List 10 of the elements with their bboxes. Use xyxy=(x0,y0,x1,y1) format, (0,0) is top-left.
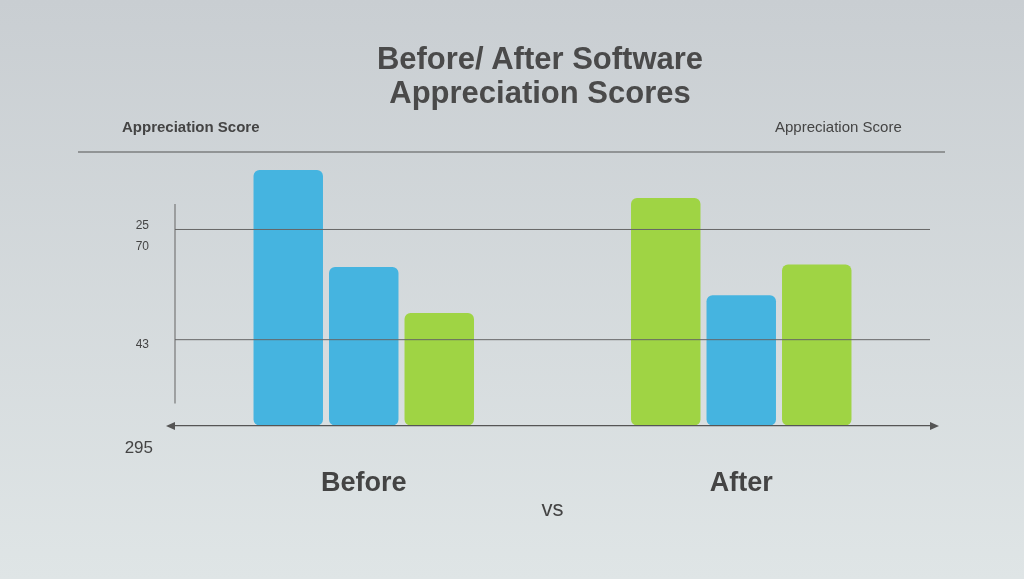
y-axis-title: Appreciation Score xyxy=(122,118,260,135)
text: 70 xyxy=(135,239,150,254)
y2-axis-title: Appreciation Score xyxy=(775,118,902,135)
chart-title: Before/ After Software Appreciation Scores xyxy=(375,41,705,110)
text: vs xyxy=(541,496,564,522)
text: 295 xyxy=(124,437,153,457)
text: 25 xyxy=(135,218,150,233)
text: 43 xyxy=(135,337,150,352)
x-tick-label: After xyxy=(709,467,774,498)
x-tick-label: Before xyxy=(320,467,407,498)
